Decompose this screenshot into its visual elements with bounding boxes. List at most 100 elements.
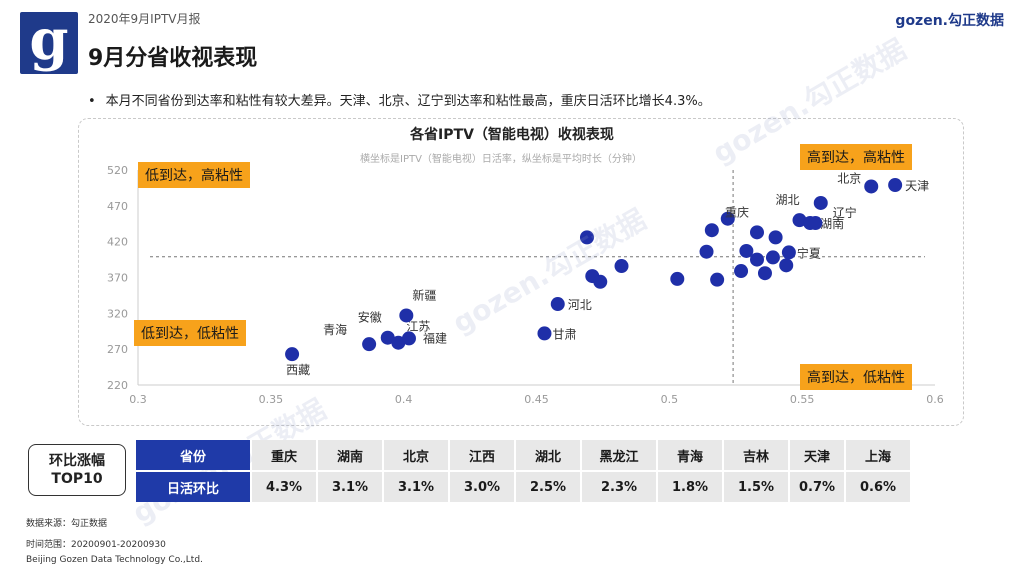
y-tick-label: 520 [107,164,128,177]
x-tick-label: 0.45 [524,393,549,406]
data-point [768,230,783,245]
y-tick-label: 320 [107,307,128,320]
data-point [399,308,414,323]
data-point [765,250,780,265]
x-tick-label: 0.35 [259,393,284,406]
x-tick-label: 0.4 [395,393,413,406]
table-cell: 天津 [790,440,844,470]
table-cell: 2.5% [516,472,580,502]
data-point [813,195,828,210]
top10-label-box: 环比涨幅 TOP10 [28,444,126,496]
table-cell: 3.1% [318,472,382,502]
top10-grid: 省份 重庆 湖南 北京 江西 湖北 黑龙江 青海 吉林 天津 上海 日活环比 4… [134,438,912,504]
table-cell: 0.7% [790,472,844,502]
top10-line2: TOP10 [51,471,103,487]
table-cell: 北京 [384,440,448,470]
report-label: 2020年9月IPTV月报 [88,12,201,26]
table-cell: 吉林 [724,440,788,470]
data-point [710,272,725,287]
quadrant-label-top-left: 低到达，高粘性 [138,162,250,188]
table-cell: 黑龙江 [582,440,656,470]
table-cell: 0.6% [846,472,910,502]
x-tick-label: 0.3 [129,393,147,406]
header: g 2020年9月IPTV月报 9月分省收视表现 gozen.勾正数据 [0,0,1024,80]
data-point [808,216,823,231]
data-point [750,225,765,240]
y-tick-label: 220 [107,379,128,392]
data-point [699,244,714,259]
data-point-label: 江苏 [406,320,430,334]
row-label-province: 省份 [136,440,250,470]
footer-period: 时间范围：20200901-20200930 [26,540,166,550]
data-point [888,178,903,193]
data-point-label: 辽宁 [833,205,857,220]
quadrant-label-bottom-right: 高到达，低粘性 [800,364,912,390]
table-cell: 上海 [846,440,910,470]
data-point [380,330,395,345]
data-point [285,347,300,362]
data-point [670,271,685,286]
quadrant-label-top-right: 高到达，高粘性 [800,144,912,170]
table-cell: 湖北 [516,440,580,470]
data-point [739,243,754,258]
data-point-label: 新疆 [412,287,436,302]
data-point [779,258,794,273]
chart-frame [78,118,964,426]
data-point-label: 安徽 [358,310,382,325]
data-point-label: 湖北 [775,192,799,207]
y-tick-label: 470 [107,200,128,213]
data-point [704,223,719,238]
data-point [537,326,552,341]
data-point [734,264,749,279]
table-cell: 4.3% [252,472,316,502]
data-point-label: 宁夏 [797,245,821,260]
x-tick-label: 0.6 [926,393,944,406]
table-row-provinces: 省份 重庆 湖南 北京 江西 湖北 黑龙江 青海 吉林 天津 上海 [136,440,910,470]
table-cell: 2.3% [582,472,656,502]
data-point [750,252,765,267]
data-point-label: 西藏 [286,363,310,377]
x-tick-label: 0.5 [661,393,679,406]
table-cell: 江西 [450,440,514,470]
top10-line1: 环比涨幅 [49,453,105,469]
brand-logo-text: gozen.勾正数据 [895,13,1004,29]
data-point [391,335,406,350]
data-point [401,331,416,346]
data-point-label: 湖南 [820,216,844,231]
table-cell: 1.8% [658,472,722,502]
table-cell: 重庆 [252,440,316,470]
data-point [614,259,629,274]
table-cell: 3.0% [450,472,514,502]
data-point [579,230,594,245]
footer-company: Beijing Gozen Data Technology Co.,Ltd. [26,555,203,565]
y-tick-label: 270 [107,343,128,356]
data-point [550,297,565,312]
data-point [757,266,772,281]
data-point [720,211,735,226]
footer-source: 数据来源：勾正数据 [26,519,108,529]
quadrant-label-bottom-left: 低到达，低粘性 [134,320,246,346]
data-point-label: 北京 [837,171,861,185]
data-point-label: 河北 [568,298,592,312]
data-point [792,213,807,228]
data-point-label: 甘肃 [552,327,576,341]
gozen-logo: g [20,12,78,74]
y-tick-label: 420 [107,236,128,249]
page-title: 9月分省收视表现 [88,46,258,71]
data-point [593,274,608,289]
summary-text: 本月不同省份到达率和粘性有较大差异。天津、北京、辽宁到达率和粘性最高，重庆日活环… [105,94,711,109]
data-point-label: 重庆 [725,205,749,219]
data-point-label: 青海 [323,322,347,337]
data-point [864,179,879,194]
table-cell: 1.5% [724,472,788,502]
table-cell: 3.1% [384,472,448,502]
data-point [362,337,377,352]
chart-title: 各省IPTV（智能电视）收视表现 [410,127,614,143]
x-tick-label: 0.55 [790,393,815,406]
data-point-label: 天津 [905,179,929,193]
y-tick-label: 370 [107,272,128,285]
row-label-dau-change: 日活环比 [136,472,250,502]
data-point-label: 福建 [423,330,447,345]
summary-bullet: • 本月不同省份到达率和粘性有较大差异。天津、北京、辽宁到达率和粘性最高，重庆日活… [88,90,711,109]
